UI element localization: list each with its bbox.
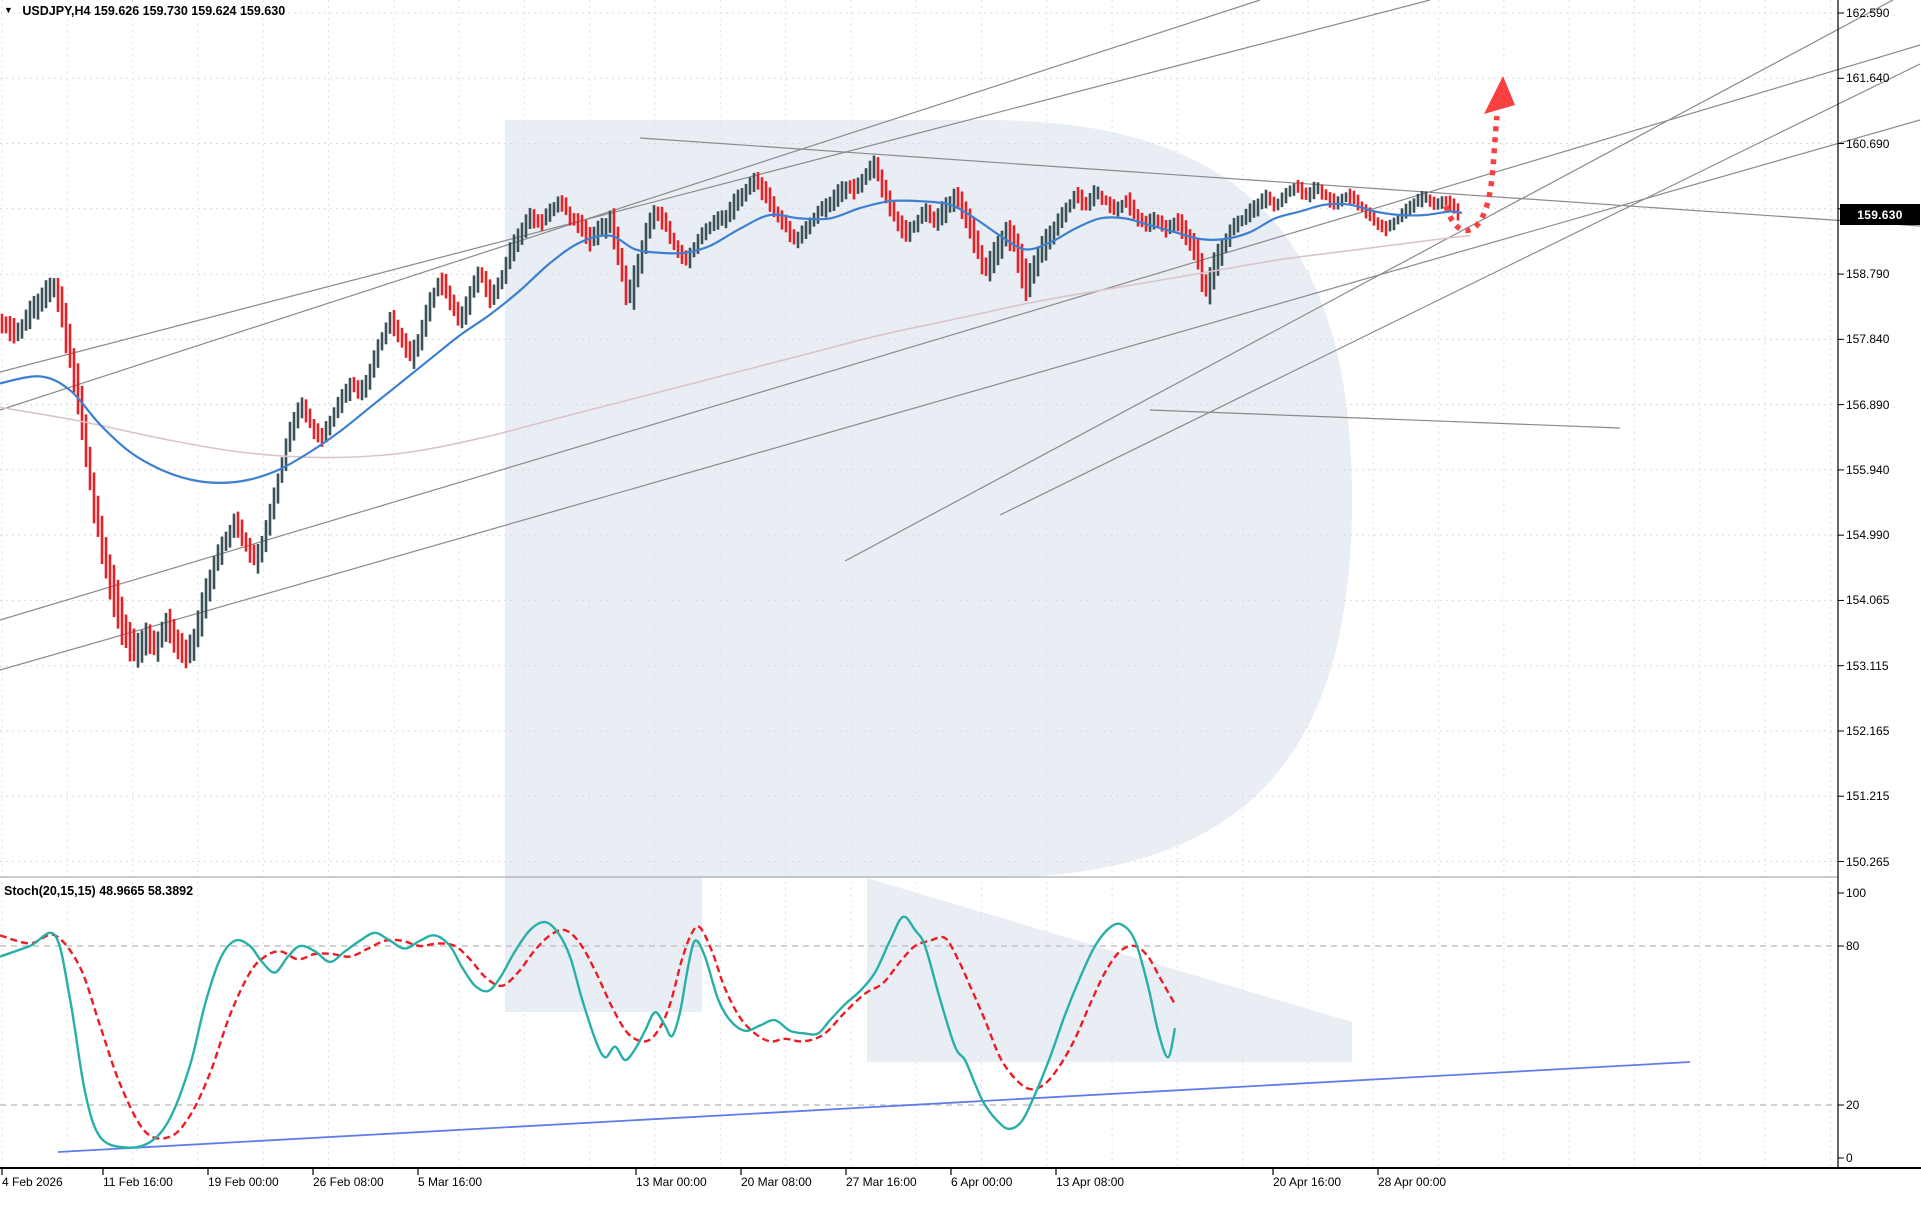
- price-axis-label: 158.790: [1846, 267, 1890, 282]
- stoch-trendline[interactable]: [57, 1061, 1691, 1153]
- stoch-axis-label: 100: [1846, 886, 1867, 900]
- symbol-title: ▼ USDJPY,H4 159.626 159.730 159.624 159.…: [4, 4, 285, 18]
- price-axis-label: 160.690: [1846, 136, 1890, 151]
- watermark-logo: [867, 878, 1352, 1062]
- price-axis-label: 152.165: [1846, 723, 1890, 738]
- price-axis-label: 154.990: [1846, 528, 1890, 543]
- slow-ma-line: [0, 234, 1471, 459]
- stoch-main-line: [0, 915, 1177, 1149]
- price-axis-label: 151.215: [1846, 789, 1890, 804]
- price-axis-label: 154.065: [1846, 593, 1890, 608]
- current-price-label: 159.630: [1840, 204, 1920, 225]
- stoch-axis-label: 0: [1846, 1151, 1853, 1165]
- price-axis-label: 161.640: [1846, 71, 1890, 86]
- price-axis-label: 157.840: [1846, 332, 1890, 347]
- stochastic-indicator-label: Stoch(20,15,15) 48.9665 58.3892: [4, 884, 193, 898]
- date-label: 4 Feb 2026: [2, 1175, 63, 1189]
- symbol-dropdown-icon[interactable]: ▼: [4, 5, 13, 15]
- date-label: 27 Mar 16:00: [846, 1175, 917, 1189]
- trendline[interactable]: [0, 0, 1431, 373]
- current-price-value: 159.630: [1857, 207, 1903, 222]
- date-label: 5 Mar 16:00: [418, 1175, 483, 1189]
- ohlc-values: 159.626 159.730 159.624 159.630: [93, 4, 286, 18]
- forecast-arrow-head: [1484, 76, 1515, 114]
- trendline[interactable]: [844, 0, 1894, 562]
- watermark-logo: [505, 120, 1352, 1012]
- stoch-axis-label: 20: [1846, 1098, 1860, 1112]
- stochastic-values: 48.9665 58.3892: [99, 884, 194, 898]
- price-axis-label: 155.940: [1846, 462, 1890, 477]
- date-label: 11 Feb 16:00: [103, 1175, 173, 1189]
- date-label: 13 Apr 08:00: [1056, 1175, 1125, 1189]
- trendline[interactable]: [0, 44, 1921, 621]
- stoch-signal-line: [0, 925, 1177, 1140]
- date-label: 26 Feb 08:00: [313, 1175, 384, 1189]
- date-label: 28 Apr 00:00: [1378, 1175, 1447, 1189]
- price-axis-label: 162.590: [1846, 6, 1890, 20]
- trendline[interactable]: [999, 63, 1921, 516]
- trendline[interactable]: [1149, 409, 1621, 429]
- trendline[interactable]: [639, 137, 1921, 227]
- price-axis-label: 156.890: [1846, 397, 1890, 412]
- trendline[interactable]: [0, 0, 1261, 411]
- date-label: 19 Feb 00:00: [208, 1175, 279, 1189]
- date-label: 20 Apr 16:00: [1273, 1175, 1342, 1189]
- stochastic-name: Stoch(20,15,15): [4, 884, 96, 898]
- stoch-axis-label: 80: [1846, 939, 1860, 953]
- forecast-arrow-tail: [1443, 115, 1500, 234]
- price-axis-label: 150.265: [1846, 854, 1890, 869]
- fast-ma-line: [0, 199, 1463, 485]
- symbol-timeframe: USDJPY,H4: [22, 4, 91, 18]
- date-label: 6 Apr 00:00: [951, 1175, 1013, 1189]
- trendline[interactable]: [0, 119, 1921, 671]
- date-label: 13 Mar 00:00: [636, 1175, 707, 1189]
- date-label: 20 Mar 08:00: [741, 1175, 812, 1189]
- price-axis-label: 153.115: [1846, 658, 1889, 673]
